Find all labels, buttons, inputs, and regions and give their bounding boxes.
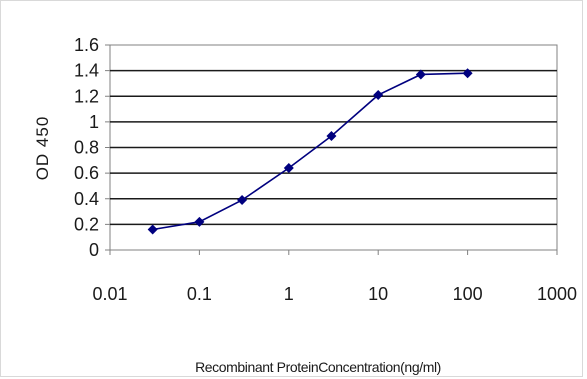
y-tick-label: 0.8 [74,138,99,158]
x-tick-label: 0.1 [187,284,212,304]
y-tick-label: 0.6 [74,163,99,183]
data-point [462,68,473,79]
y-tick-label: 1.6 [74,35,99,55]
data-point [283,163,294,173]
x-axis-label: Recombinant ProteinConcentration(ng/ml) [195,359,441,375]
data-point [147,224,158,235]
data-point [237,195,248,206]
data-point [373,89,384,100]
y-tick-label: 1.2 [74,86,99,106]
y-tick-label: 1 [89,112,99,132]
x-tick-label: 0.01 [92,284,127,304]
x-tick-labels: 0.01 0.1 1 10 100 1000 [92,284,577,304]
x-tick-label: 1000 [537,284,577,304]
y-tick-label: 0.4 [74,189,99,209]
y-tick-labels: 0 0.2 0.4 0.6 0.8 1 1.2 1.4 1.6 [74,35,99,260]
y-tick-label: 1.4 [74,61,99,81]
x-tick-label: 10 [368,284,388,304]
series-line [152,72,468,231]
y-tick-label: 0 [89,240,99,260]
y-axis-label: OD 450 [33,116,52,181]
x-tick-label: 1 [284,284,294,304]
data-point [326,130,337,141]
x-tick-label: 100 [453,284,483,304]
y-tick-label: 0.2 [74,214,99,234]
series-group [147,68,473,235]
data-point [194,216,205,227]
data-point [415,69,426,80]
